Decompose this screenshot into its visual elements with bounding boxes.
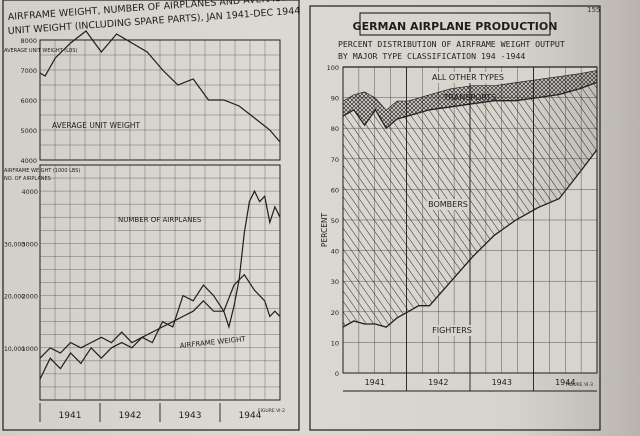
fig3-subtitle-line1: PERCENT DISTRIBUTION OF AIRFRAME WEIGHT …: [338, 39, 565, 49]
top-panel-y-ticks: 8000 7000 6000 5000 4000: [20, 37, 37, 165]
x-year-label: 1944: [239, 411, 262, 421]
fig2-bottom-panel: 1000 2000 3000 4000 10,000 20,000 30,000 AIRFR…: [4, 164, 281, 401]
x-year-label: 1943: [179, 411, 202, 421]
y-tick-label: 10: [331, 339, 339, 347]
y-tick-label: 30: [331, 278, 339, 286]
label-bombers: BOMBERS: [428, 200, 468, 209]
y-tick-label: 40: [331, 248, 339, 256]
label-backdrop: [428, 325, 476, 336]
top-panel-ylabel: AVERAGE UNIT WEIGHT (LBS): [4, 48, 78, 54]
y-tick-label: 60: [331, 186, 339, 194]
y-tick-label-right: 1000: [21, 345, 38, 353]
area-chart-ylabel: PERCENT: [320, 212, 329, 247]
fig3-area-chart: 0 10 20 30 40 50 60 70 80 90 100 PERCENT FIGHTERS B…: [320, 64, 598, 392]
y-tick-label-left: 30,000: [4, 241, 25, 248]
bottom-panel-ylabel-left: AIRFRAME WEIGHT (1000 LBS): [4, 168, 80, 174]
fig2-top-panel: 8000 7000 6000 5000 4000 AVERAGE UNIT WEIGHT…: [4, 30, 281, 165]
series-line-number-of-airplanes: [39, 189, 281, 380]
x-year-label: 1941: [365, 378, 385, 387]
y-tick-label-right: 2000: [21, 293, 38, 301]
y-tick-label: 5000: [20, 127, 37, 135]
fig3-figure-label: FIGURE VI-3: [566, 382, 593, 388]
y-tick-label: 8000: [20, 37, 37, 45]
y-tick-label: 6000: [20, 97, 37, 105]
page-number: 155: [587, 6, 601, 14]
y-tick-label-right: 3000: [21, 240, 38, 248]
area-chart-y-ticks: 0 10 20 30 40 50 60 70 80 90 100: [327, 64, 339, 378]
x-year-label: 1943: [492, 378, 512, 387]
bottom-panel-ylabel-right: NO. OF AIRPLANES: [4, 176, 51, 182]
fig3-title-box: [359, 12, 551, 36]
series-line-airframe-weight: [39, 273, 281, 359]
y-tick-label: 4000: [20, 157, 37, 165]
x-year-label: 1942: [119, 411, 142, 421]
y-tick-label: 7000: [20, 67, 37, 75]
y-tick-label-left: 20,000: [4, 294, 25, 301]
label-fighters: FIGHTERS: [432, 326, 472, 335]
fig2-figure-label: FIGURE VI-2: [258, 408, 285, 414]
x-year-label: 1942: [428, 378, 448, 387]
label-all-other-types: ALL OTHER TYPES: [432, 73, 504, 82]
y-tick-label: 20: [331, 309, 339, 317]
label-transports: TRANSPORTS: [443, 93, 497, 102]
y-tick-label: 90: [331, 95, 339, 103]
area-chart-grid: [343, 67, 597, 391]
x-year-label: 1944: [555, 378, 575, 387]
area-series-labels: FIGHTERS BOMBERS TRANSPORTS ALL OTHER TYPES: [426, 72, 510, 336]
annotation-number-of-airplanes: NUMBER OF AIRPLANES: [118, 216, 202, 224]
fig3-subtitle-line2: BY MAJOR TYPE CLASSIFICATION 194 -1944: [338, 51, 525, 61]
y-tick-label-right: 4000: [21, 188, 38, 196]
annotation-average-unit-weight: AVERAGE UNIT WEIGHT: [52, 121, 140, 130]
x-year-label: 1941: [59, 411, 82, 421]
top-panel-grid: [40, 40, 280, 160]
y-tick-label: 80: [331, 125, 339, 133]
bottom-panel-y-ticks: 1000 2000 3000 4000 10,000 20,000 30,000: [4, 188, 38, 353]
area-chart-x-labels: 1941 1942 1943 1944: [343, 378, 597, 392]
label-backdrop: [426, 199, 470, 210]
fig3-title: GERMAN AIRPLANE PRODUCTION: [353, 20, 558, 33]
bottom-panel-grid: [40, 165, 280, 400]
fig2-frame: [2, 0, 300, 431]
y-tick-label: 70: [331, 156, 339, 164]
y-tick-label: 50: [331, 217, 339, 225]
fig3-frame: [309, 5, 601, 431]
fig2-x-labels: 1941 1942 1943 1944: [39, 403, 262, 422]
label-backdrop: [426, 72, 510, 83]
area-chart-frame: [342, 66, 598, 374]
y-tick-label: 100: [327, 64, 339, 72]
series-line-average-unit-weight: [39, 30, 281, 143]
y-tick-label-left: 10,000: [4, 346, 25, 353]
y-tick-label: 0: [335, 370, 339, 378]
